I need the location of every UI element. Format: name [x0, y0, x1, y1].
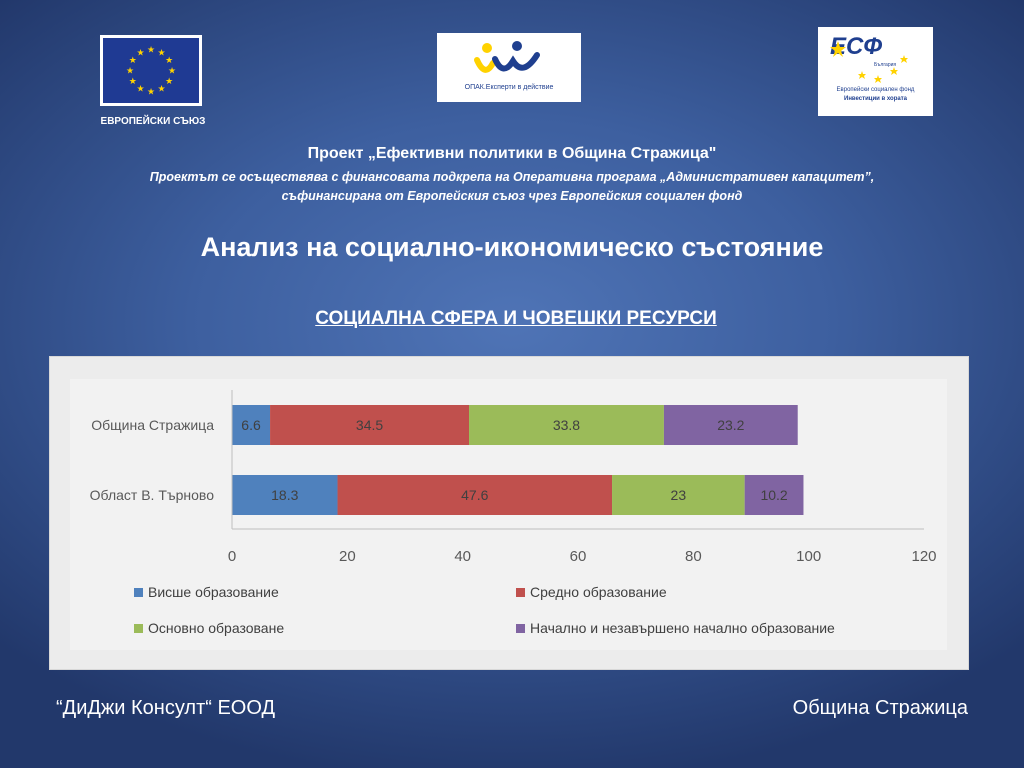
- esf-logo: ЕСФ България Европейски социален фонд Ин…: [818, 27, 933, 116]
- data-label: 47.6: [461, 487, 488, 503]
- category-label: Област В. Търново: [90, 487, 215, 503]
- legend-swatch: [134, 624, 143, 633]
- bar-segment: [612, 475, 745, 515]
- stacked-bar-chart: 6.6 34.5 33.8 23.2 18.3 47.6 23 10.2 Община Стр…: [70, 379, 947, 650]
- bar-segment: [270, 405, 470, 445]
- eu-stars-icon: ★ ★★★★★★★★★★★: [126, 46, 176, 98]
- eu-star-icon: ★: [165, 56, 173, 66]
- bar-segment: [469, 405, 664, 445]
- project-description-line-2: съфинансирана от Европейския съюз чрез Е…: [281, 189, 743, 203]
- legend-entry: Средно образование: [530, 584, 667, 600]
- opak-caption: ОПАК.Експерти в действие: [464, 84, 554, 91]
- x-tick-label: 100: [796, 548, 821, 565]
- eu-flag-icon: ★ ★ ★ ★ ★ ★ ★ ★ ★ ★ ★ ★: [103, 38, 199, 103]
- legend-swatch: [516, 624, 525, 633]
- bar-segment: [337, 475, 613, 515]
- eu-star-icon: ★: [126, 67, 134, 77]
- x-tick-label: 0: [228, 548, 236, 565]
- data-label: 10.2: [760, 487, 787, 503]
- data-label: 33.8: [553, 417, 580, 433]
- eu-star-icon: ★: [157, 85, 165, 95]
- esf-country: България: [874, 62, 897, 68]
- legend-entry: Начално и незавършено начално образовани…: [530, 620, 835, 636]
- eu-star-icon: ★: [165, 77, 173, 87]
- eu-star-icon: ★: [129, 77, 137, 87]
- eu-logo: ★ ★ ★ ★ ★ ★ ★ ★ ★ ★ ★ ★: [100, 35, 202, 106]
- bar-segment: [232, 475, 338, 515]
- eu-star-icon: ★: [129, 56, 137, 66]
- footer-municipality: Община Стражица: [792, 697, 968, 719]
- chart-frame: 6.6 34.5 33.8 23.2 18.3 47.6 23 10.2 Община Стр…: [49, 356, 969, 670]
- data-label: 23: [671, 487, 687, 503]
- esf-caption-2: Инвестиции в хората: [844, 96, 907, 102]
- category-label: Община Стражица: [91, 417, 214, 433]
- eu-star-icon: ★: [157, 48, 165, 58]
- opak-logo: ОПАК.Експерти в действие: [437, 33, 581, 102]
- footer-company: “ДиДжи Консулт“ ЕООД: [56, 697, 276, 719]
- bar-segment: [663, 405, 798, 445]
- data-label: 23.2: [717, 417, 744, 433]
- eu-star-icon: ★: [147, 88, 155, 98]
- legend-swatch: [516, 588, 525, 597]
- section-title: СОЦИАЛНА СФЕРА И ЧОВЕШКИ РЕСУРСИ: [315, 308, 717, 329]
- x-tick-label: 40: [454, 548, 471, 565]
- main-title: Анализ на социално-икономическо състояни…: [200, 232, 824, 262]
- x-tick-label: 80: [685, 548, 702, 565]
- x-tick-label: 60: [570, 548, 587, 565]
- bar-segment: [744, 475, 804, 515]
- esf-caption-1: Европейски социален фонд: [836, 87, 915, 93]
- eu-star-icon: ★: [168, 67, 176, 77]
- eu-star-icon: ★: [147, 46, 155, 56]
- data-label: 6.6: [241, 417, 261, 433]
- legend-entry: Основно образоване: [148, 620, 284, 636]
- legend-swatch: [134, 588, 143, 597]
- project-title: Проект „Ефективни политики в Община Стра…: [307, 145, 717, 162]
- eu-star-icon: ★: [136, 85, 144, 95]
- esf-stars-icon: [830, 41, 908, 83]
- data-label: 34.5: [356, 417, 383, 433]
- project-description-line-1: Проектът се осъществява с финансовата по…: [149, 170, 875, 184]
- eu-star-icon: ★: [136, 48, 144, 58]
- opak-figures-icon: [474, 41, 540, 73]
- x-tick-label: 120: [911, 548, 936, 565]
- eu-label: ЕВРОПЕЙСКИ СЪЮЗ: [100, 116, 206, 127]
- bar-segment: [232, 405, 271, 445]
- data-label: 18.3: [271, 487, 298, 503]
- legend-entry: Висше образование: [148, 584, 279, 600]
- x-tick-label: 20: [339, 548, 356, 565]
